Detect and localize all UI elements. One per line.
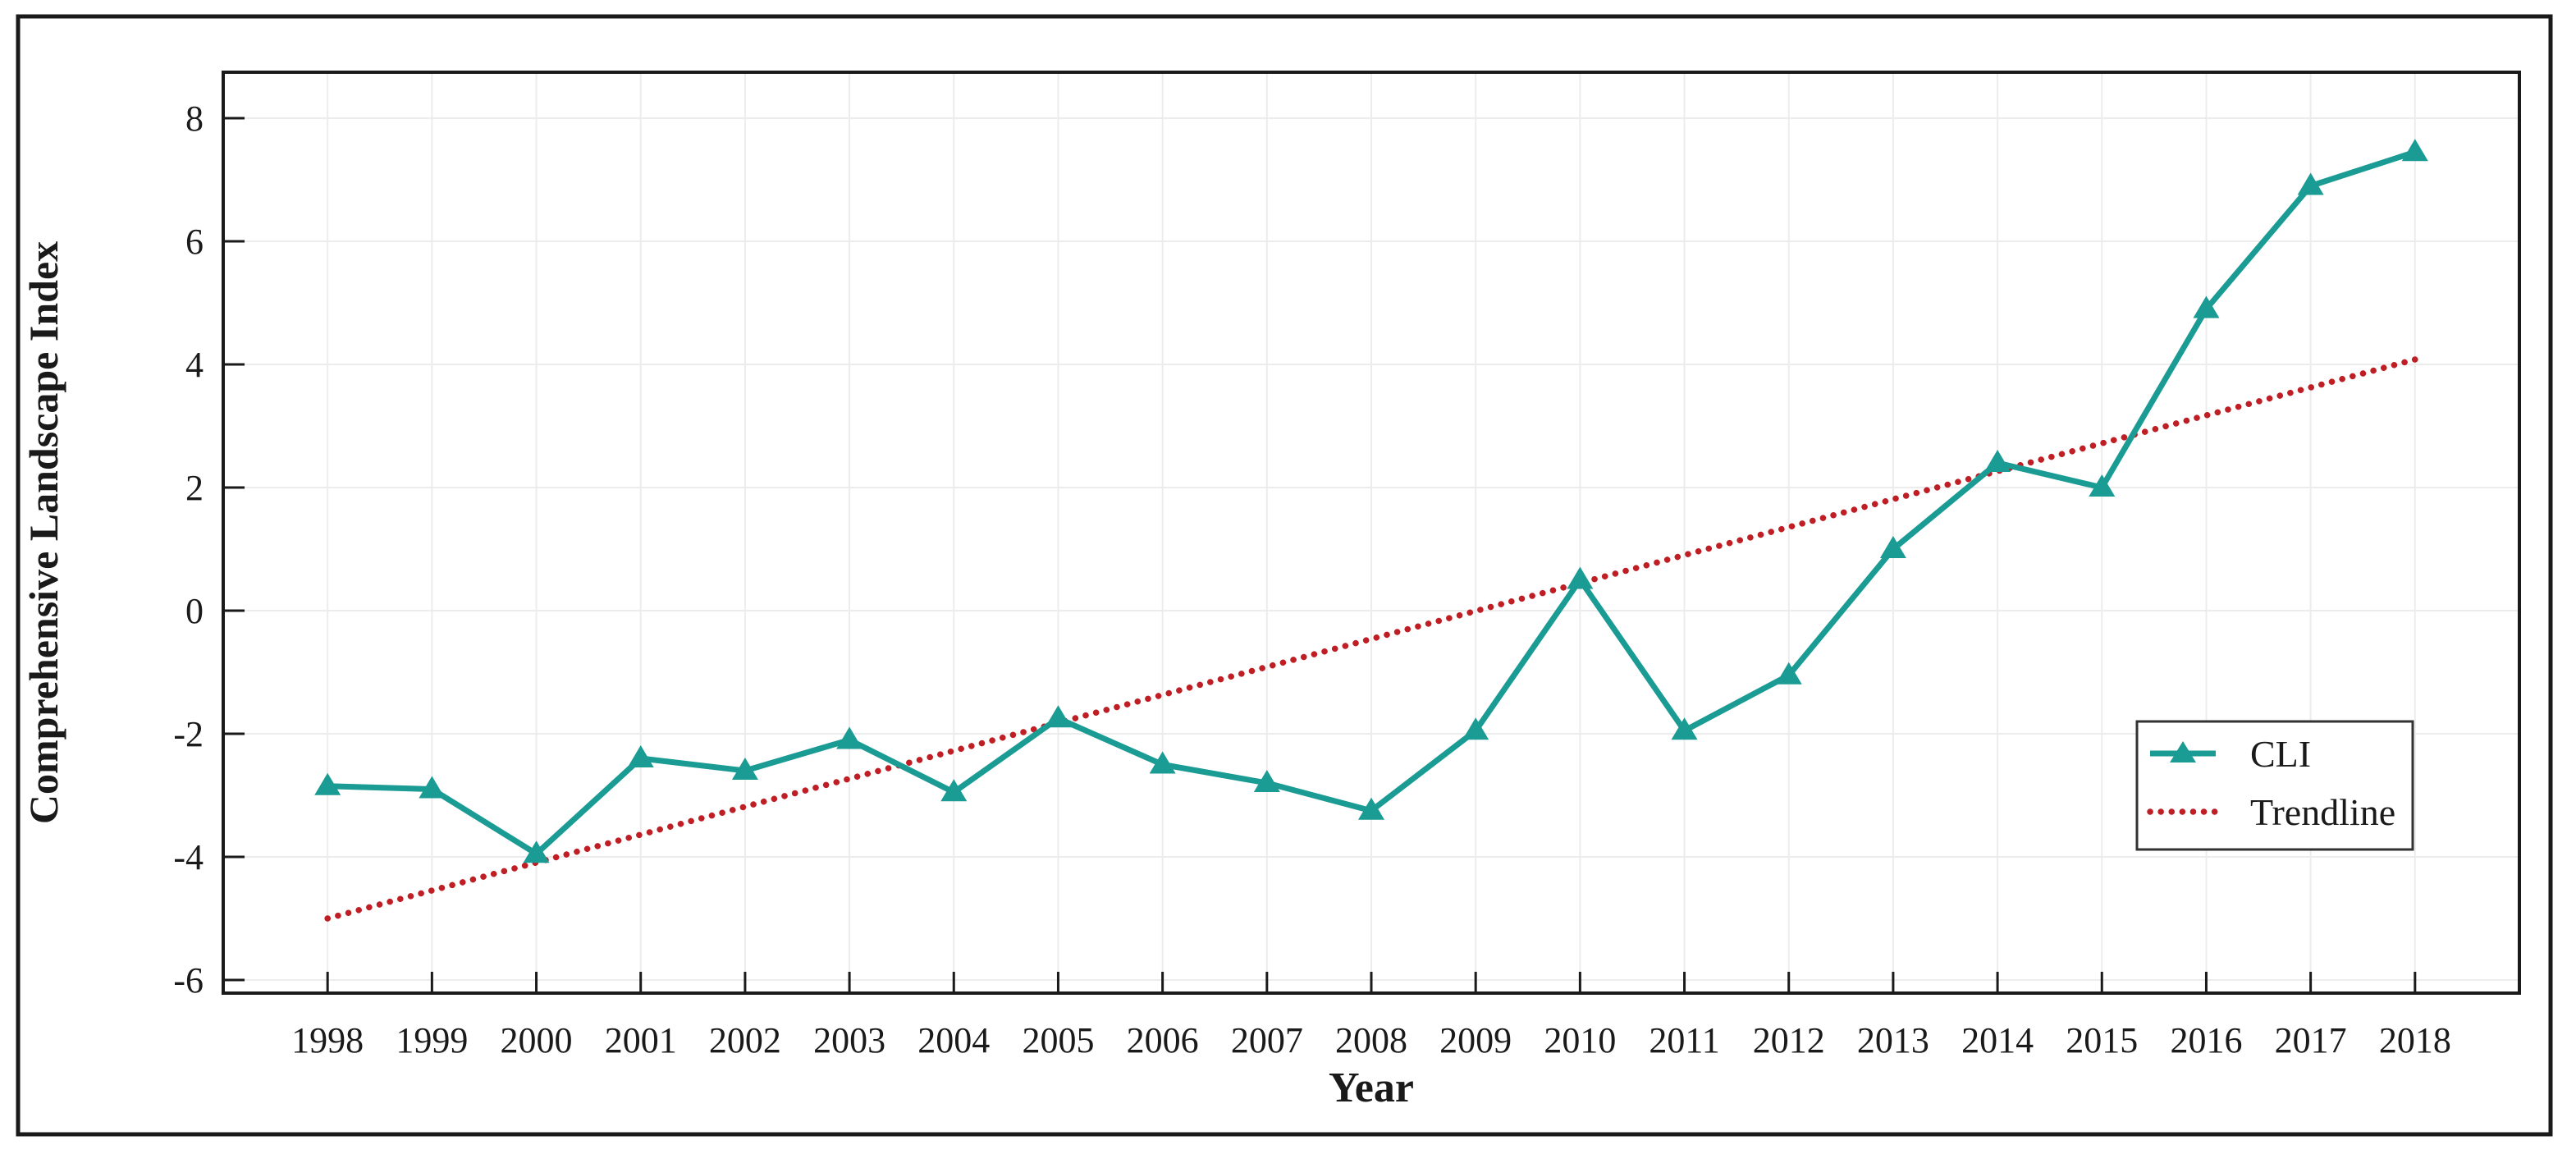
x-tick-label: 2007 — [1231, 1020, 1303, 1060]
cli-marker — [1253, 770, 1280, 792]
x-tick-label: 2012 — [1753, 1020, 1825, 1060]
figure-border — [16, 14, 2553, 1137]
x-tick-label: 1999 — [396, 1020, 468, 1060]
cli-marker — [1567, 566, 1594, 589]
x-tick-label: 2001 — [605, 1020, 677, 1060]
cli-marker-layer — [314, 139, 2428, 863]
y-tick-label: 0 — [185, 591, 204, 631]
cli-marker — [731, 758, 758, 780]
cli-marker — [1879, 536, 1906, 558]
x-tick-label: 2009 — [1439, 1020, 1512, 1060]
x-tick-label: 1998 — [291, 1020, 364, 1060]
cli-marker — [1045, 705, 1072, 728]
y-tick-label: 4 — [185, 345, 204, 385]
x-tick-label: 2000 — [501, 1020, 573, 1060]
x-tick-label: 2002 — [709, 1020, 781, 1060]
x-tick-label: 2017 — [2275, 1020, 2347, 1060]
cli-marker — [1671, 717, 1698, 740]
cli-marker — [419, 776, 446, 799]
cli-marker — [627, 745, 654, 767]
x-tick-label: 2008 — [1335, 1020, 1407, 1060]
legend-cli-triangle-icon — [2170, 741, 2196, 762]
cli-marker — [2401, 139, 2428, 162]
x-tick-label: 2006 — [1127, 1020, 1199, 1060]
gridlines — [223, 72, 2519, 993]
axis-ticks — [223, 117, 2417, 993]
x-tick-label: 2011 — [1649, 1020, 1719, 1060]
x-tick-label: 2010 — [1544, 1020, 1616, 1060]
legend: CLI Trendline — [2135, 720, 2414, 851]
legend-trendline-label: Trendline — [2250, 791, 2395, 833]
y-tick-label: 6 — [185, 222, 204, 262]
cli-marker — [1775, 662, 1802, 685]
x-tick-label: 2016 — [2170, 1020, 2242, 1060]
cli-marker — [836, 726, 863, 749]
cli-marker — [2193, 295, 2220, 318]
y-tick-label: 8 — [185, 98, 204, 139]
x-tick-label: 2014 — [1961, 1020, 2034, 1060]
x-tick-label: 2003 — [813, 1020, 885, 1060]
cli-marker — [1984, 450, 2011, 472]
x-axis-title: Year — [1329, 1065, 1414, 1111]
y-tick-label: -2 — [173, 714, 204, 754]
x-tick-label: 2018 — [2379, 1020, 2451, 1060]
y-axis-title: Comprehensive Landscape Index — [21, 241, 66, 824]
y-tick-label: -4 — [173, 837, 204, 877]
x-tick-label: 2005 — [1022, 1020, 1094, 1060]
cli-marker — [1149, 751, 1176, 774]
y-tick-label: -6 — [173, 960, 204, 1001]
y-tick-label: 2 — [185, 468, 204, 508]
x-tick-label: 2004 — [917, 1020, 990, 1060]
cli-marker — [2089, 474, 2116, 497]
cli-marker — [940, 779, 968, 802]
cli-marker — [1358, 797, 1384, 820]
cli-marker — [1462, 717, 1489, 740]
axis-tick-labels: 1998 1999 2000 2001 2002 2003 2004 2005 2006 2007… — [173, 98, 2450, 1060]
x-tick-label: 2013 — [1857, 1020, 1929, 1060]
legend-cli-label: CLI — [2250, 733, 2311, 775]
cli-marker — [314, 772, 341, 795]
cli-marker — [523, 840, 550, 863]
x-tick-label: 2015 — [2066, 1020, 2138, 1060]
cli-marker — [2297, 172, 2324, 195]
